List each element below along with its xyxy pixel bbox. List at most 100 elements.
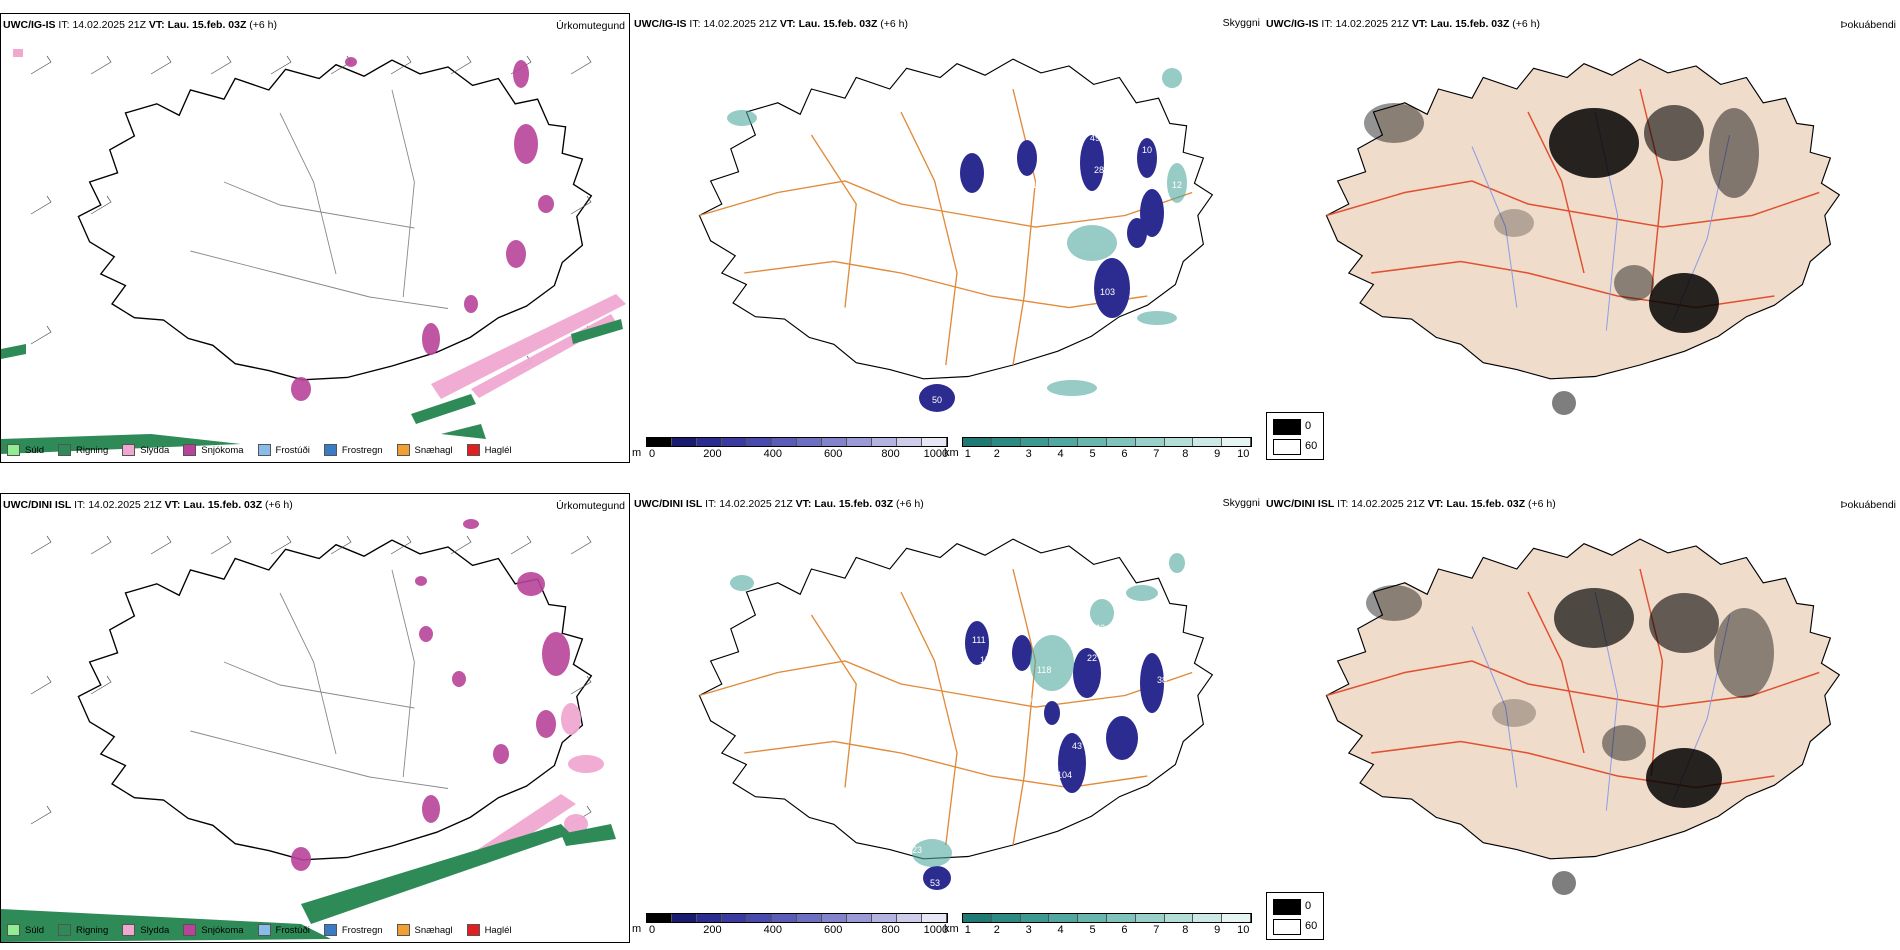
legend-item: Snjókoma xyxy=(183,444,244,456)
svg-text:111: 111 xyxy=(972,635,986,645)
cloud-map: 49 28 16 72 103 13 50 14 86 33 16 10 12 xyxy=(698,58,1213,412)
svg-text:87: 87 xyxy=(1142,610,1152,620)
svg-text:87: 87 xyxy=(1087,713,1097,723)
svg-text:104: 104 xyxy=(1057,770,1072,780)
fog-key-label: 60 xyxy=(1305,920,1318,932)
visibility-colorbar: km 1 2 3 4 5 6 7 8 9 10 xyxy=(944,437,1252,460)
precip-title: Úrkomutegund xyxy=(556,20,625,32)
legend-swatch xyxy=(183,924,197,936)
cloud-visibility-panel-bottom: UWC/DINI ISL IT: 14.02.2025 21Z VT: Lau.… xyxy=(632,493,1262,943)
panel-header: UWC/IG-IS IT: 14.02.2025 21Z VT: Lau. 15… xyxy=(1266,18,1541,30)
legend-item: Súld xyxy=(7,444,44,456)
cloud-base-colorbar: m 0 200 400 600 800 1000 xyxy=(632,437,948,460)
legend-swatch xyxy=(122,444,136,456)
panel-header: UWC/IG-IS IT: 14.02.2025 21Z VT: Lau. 15… xyxy=(3,19,278,31)
cloud-base-labels-top: 49 28 16 72 103 13 50 14 86 33 16 10 12 xyxy=(932,133,1182,405)
svg-text:49: 49 xyxy=(1090,133,1100,143)
svg-text:43: 43 xyxy=(1072,741,1082,751)
fog-key-swatch xyxy=(1273,919,1301,935)
svg-text:103: 103 xyxy=(1100,287,1115,297)
legend-item: Frostúði xyxy=(257,444,310,456)
legend-item: Frostregn xyxy=(323,924,383,936)
colorbar-cells xyxy=(962,437,1252,447)
svg-text:38: 38 xyxy=(1157,675,1167,685)
legend-item: Snæhagl xyxy=(396,444,453,456)
svg-text:12: 12 xyxy=(1172,180,1182,190)
fog-key-swatch xyxy=(1273,419,1301,435)
svg-text:13: 13 xyxy=(1052,215,1062,225)
cloud-visibility-panel-top: UWC/IG-IS IT: 14.02.2025 21Z VT: Lau. 15… xyxy=(632,13,1262,463)
precip-legend: Súld Rigning Slydda Snjókoma Frostúði Fr… xyxy=(7,444,512,456)
cloud-base-labels-bottom: 142 87 111 151 118 99 22 87 86 43 104 53… xyxy=(912,610,1167,888)
legend-swatch xyxy=(466,444,480,456)
precip-map xyxy=(1,49,626,454)
legend-swatch xyxy=(396,924,410,936)
svg-text:86: 86 xyxy=(1062,335,1072,345)
fog-map xyxy=(1325,538,1840,895)
legend-item: Snjókoma xyxy=(183,924,244,936)
legend-item: Haglél xyxy=(466,444,512,456)
fog-index-panel-top: UWC/IG-IS IT: 14.02.2025 21Z VT: Lau. 15… xyxy=(1264,13,1900,463)
legend-swatch xyxy=(323,444,337,456)
legend-swatch xyxy=(58,924,72,936)
svg-text:16: 16 xyxy=(1114,183,1124,193)
fog-key-label: 60 xyxy=(1305,440,1318,452)
legend-swatch xyxy=(58,444,72,456)
precip-title: Úrkomutegund xyxy=(556,500,625,512)
legend-item: Frostregn xyxy=(323,444,383,456)
svg-text:118: 118 xyxy=(1037,665,1051,675)
legend-swatch xyxy=(257,444,271,456)
panel-header: UWC/IG-IS IT: 14.02.2025 21Z VT: Lau. 15… xyxy=(634,18,909,30)
svg-text:99: 99 xyxy=(1027,695,1037,705)
colorbar-unit: m xyxy=(632,923,642,935)
colorbar-cells xyxy=(646,913,948,923)
fog-key-swatch xyxy=(1273,899,1301,915)
fog-key-label: 0 xyxy=(1305,900,1312,912)
svg-text:151: 151 xyxy=(980,655,995,665)
fog-title: Þokuábendi xyxy=(1840,499,1896,511)
fog-index-panel-bottom: UWC/DINI ISL IT: 14.02.2025 21Z VT: Lau.… xyxy=(1264,493,1900,943)
colorbar-cells xyxy=(962,913,1252,923)
fog-index-key: 0 60 xyxy=(1266,412,1324,460)
svg-text:72: 72 xyxy=(1122,257,1132,267)
legend-swatch xyxy=(323,924,337,936)
legend-swatch xyxy=(466,924,480,936)
colorbar-cells xyxy=(646,437,948,447)
cloud-map: 142 87 111 151 118 99 22 87 86 43 104 53… xyxy=(698,538,1213,890)
precip-map xyxy=(1,519,616,942)
legend-item: Snæhagl xyxy=(396,924,453,936)
svg-text:86: 86 xyxy=(1032,737,1042,747)
legend-swatch xyxy=(183,444,197,456)
svg-text:16: 16 xyxy=(1032,180,1042,190)
panel-header: UWC/DINI ISL IT: 14.02.2025 21Z VT: Lau.… xyxy=(1266,498,1556,510)
svg-text:28: 28 xyxy=(1094,165,1104,175)
legend-item: Rigning xyxy=(58,924,108,936)
svg-text:22: 22 xyxy=(1087,653,1097,663)
svg-text:53: 53 xyxy=(930,878,940,888)
fog-key-swatch xyxy=(1273,439,1301,455)
svg-text:50: 50 xyxy=(932,395,942,405)
cloud-title: Skyggni xyxy=(1222,497,1260,509)
colorbar-unit: m xyxy=(632,447,642,459)
legend-swatch xyxy=(396,444,410,456)
legend-item: Slydda xyxy=(122,924,169,936)
legend-item: Súld xyxy=(7,924,44,936)
fog-key-label: 0 xyxy=(1305,420,1312,432)
svg-text:14: 14 xyxy=(1052,260,1062,270)
cloud-base-colorbar: m 0 200 400 600 800 1000 xyxy=(632,913,948,936)
legend-swatch xyxy=(257,924,271,936)
colorbar-unit: km xyxy=(944,923,959,935)
svg-text:33: 33 xyxy=(1144,270,1154,280)
panel-header: UWC/DINI ISL IT: 14.02.2025 21Z VT: Lau.… xyxy=(634,498,924,510)
cloud-title: Skyggni xyxy=(1222,17,1260,29)
panel-header: UWC/DINI ISL IT: 14.02.2025 21Z VT: Lau.… xyxy=(3,499,293,511)
legend-item: Slydda xyxy=(122,444,169,456)
legend-swatch xyxy=(7,444,20,456)
precip-legend: Súld Rigning Slydda Snjókoma Frostúði Fr… xyxy=(7,924,512,936)
precip-type-panel-top: UWC/IG-IS IT: 14.02.2025 21Z VT: Lau. 15… xyxy=(0,13,630,463)
fog-map xyxy=(1325,58,1840,415)
legend-item: Haglél xyxy=(466,924,512,936)
fog-index-key: 0 60 xyxy=(1266,892,1324,940)
legend-item: Rigning xyxy=(58,444,108,456)
svg-text:142: 142 xyxy=(1090,623,1105,633)
